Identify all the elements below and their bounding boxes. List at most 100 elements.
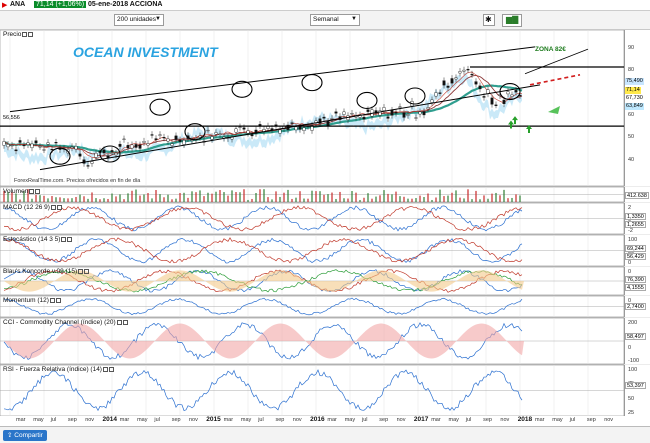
chevron-down-icon: ▼ — [351, 16, 357, 22]
share-label: Compartir — [14, 432, 43, 439]
maximize-icon[interactable] — [108, 366, 114, 372]
month-label: nov — [85, 417, 95, 423]
month-label: may — [448, 417, 459, 423]
axis-tick: 0 — [628, 298, 632, 304]
maximize-icon[interactable] — [67, 236, 73, 242]
indicator-line — [3, 237, 523, 264]
panel-label: Estocástico (14 3 5) — [3, 236, 73, 243]
axis-tick: 0 — [628, 260, 632, 266]
channel-upper-line — [9, 46, 536, 113]
axis-value-tag: 69,244 — [625, 245, 646, 253]
settings-icon[interactable] — [78, 268, 84, 274]
candle-body — [390, 110, 394, 116]
month-label: jul — [258, 417, 264, 423]
highlight-circle — [184, 123, 206, 141]
toolbar: 200 unidades ▼ Semanal ▼ ✱ ▆▇ — [0, 11, 650, 30]
candle-body — [94, 152, 98, 158]
candle-body — [378, 110, 382, 116]
candle-body — [210, 136, 214, 140]
month-label: mar — [119, 417, 130, 423]
panel-label: Momentum (12) — [3, 297, 61, 304]
maximize-icon[interactable] — [55, 297, 61, 303]
arrow-icon: ▶ — [2, 2, 8, 9]
candle-body — [162, 137, 166, 139]
month-label: may — [552, 417, 563, 423]
maximize-icon[interactable] — [122, 319, 128, 325]
candle-body — [402, 112, 406, 118]
panel-label: MACD (12 26 9) — [3, 204, 62, 211]
green-up-arrow — [512, 116, 518, 125]
candle-body — [110, 150, 114, 152]
settings-icon[interactable] — [50, 204, 56, 210]
candle-body — [190, 139, 194, 141]
axis-value-tag: 4,1555 — [625, 284, 646, 292]
candle-body — [206, 129, 210, 132]
settings-icon[interactable] — [102, 366, 108, 372]
indicator-axis: 10075502553,397 — [624, 365, 650, 416]
price-tag: 71,14 — [625, 87, 641, 95]
axis-tick: 100 — [628, 237, 638, 243]
price-tag: 63,849 — [625, 103, 644, 111]
month-label: jul — [154, 417, 160, 423]
candle-body — [122, 138, 126, 140]
candle-body — [26, 142, 30, 145]
candle-body — [234, 128, 238, 133]
indicator-line — [3, 237, 523, 264]
maximize-icon[interactable] — [28, 31, 34, 37]
candle-body — [310, 125, 314, 131]
axis-tick: 100 — [628, 367, 638, 373]
units-select[interactable]: 200 unidades ▼ — [114, 14, 164, 26]
settings-icon[interactable] — [116, 319, 122, 325]
month-label: 2018 — [517, 416, 533, 423]
candle-body — [510, 94, 514, 97]
candle-body — [514, 90, 518, 93]
candle-body — [150, 134, 154, 136]
maximize-icon[interactable] — [84, 268, 90, 274]
candle-body — [430, 99, 434, 103]
price-tag: 75,490 — [625, 77, 644, 85]
candle-body — [246, 130, 250, 134]
panel-label: Blau's Koncorde v.09 (15) — [3, 268, 90, 275]
candle-body — [34, 140, 38, 144]
candle-body — [330, 118, 334, 120]
target-arrow-line — [524, 48, 589, 75]
highlight-circle — [49, 147, 71, 165]
candle-body — [302, 127, 306, 131]
highlight-circle — [404, 87, 426, 105]
settings-icon[interactable] — [29, 188, 35, 194]
settings-icon[interactable] — [61, 236, 67, 242]
candle-body — [434, 92, 438, 97]
candle-body — [254, 129, 258, 134]
candle-body — [114, 152, 118, 156]
share-button[interactable]: ⇪ Compartir — [3, 430, 47, 441]
chart-type-button[interactable]: ▆▇ — [502, 14, 522, 27]
month-label: nov — [189, 417, 198, 423]
settings-icon[interactable] — [49, 297, 55, 303]
candle-body — [350, 113, 354, 115]
candle-body — [2, 141, 6, 146]
maximize-icon[interactable] — [56, 204, 62, 210]
candle-body — [6, 144, 10, 148]
settings-button[interactable]: ✱ — [483, 14, 495, 26]
candle-body — [458, 71, 462, 74]
candle-body — [174, 135, 178, 140]
candle-body — [446, 85, 450, 88]
month-label: mar — [16, 417, 26, 423]
candle-body — [46, 142, 50, 145]
candle-body — [366, 109, 370, 112]
candle-body — [50, 148, 54, 151]
candle-body — [274, 124, 278, 126]
candle-body — [54, 142, 58, 144]
period-select[interactable]: Semanal ▼ — [310, 14, 360, 26]
ma-long-line — [3, 84, 523, 154]
price-panel-title: Precio — [3, 31, 22, 38]
maximize-icon[interactable] — [35, 188, 41, 194]
green-up-arrow — [508, 120, 514, 129]
candle-body — [102, 149, 106, 154]
month-label: may — [33, 417, 44, 423]
candle-body — [238, 126, 242, 128]
highlight-circle — [499, 82, 521, 101]
settings-icon[interactable] — [22, 31, 28, 37]
zone-label: ZONA 82€ — [535, 46, 566, 53]
